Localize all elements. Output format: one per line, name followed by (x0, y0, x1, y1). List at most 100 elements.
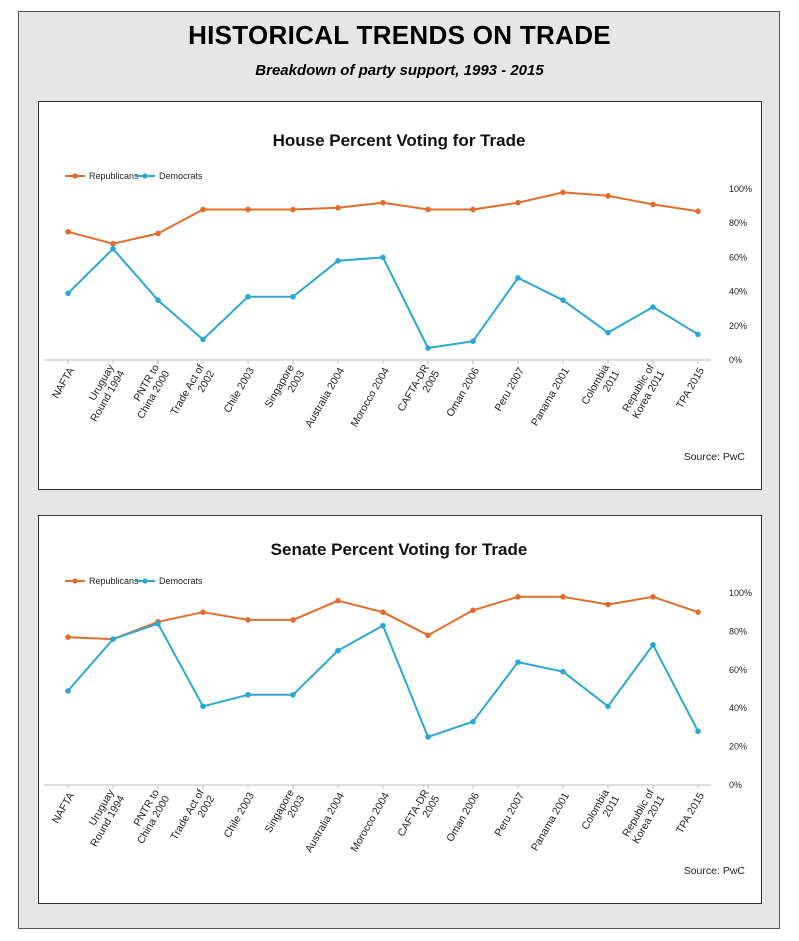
legend-item-democrats: Democrats (135, 576, 203, 586)
x-tick-label: Oman 2006 (444, 365, 482, 419)
data-point-democrats (335, 647, 341, 654)
data-point-republicans (560, 189, 566, 196)
data-point-democrats (110, 246, 116, 252)
data-point-democrats (290, 691, 296, 698)
x-tick-label-line: NAFTA (50, 791, 77, 826)
data-point-republicans (470, 206, 476, 213)
x-tick-label-line: Australia 2004 (303, 790, 347, 854)
data-point-democrats (65, 688, 71, 694)
series-line-democrats (67, 622, 699, 738)
y-tick-label: 0% (729, 780, 742, 790)
y-tick-label: 80% (729, 218, 747, 228)
data-point-democrats (380, 254, 386, 261)
x-tick-label: TPA 2015 (674, 790, 707, 835)
data-point-republicans (650, 594, 656, 600)
x-tick-label-line: Oman 2006 (444, 790, 482, 844)
data-point-democrats (515, 659, 521, 665)
data-point-democrats (515, 275, 521, 281)
data-point-democrats (650, 642, 656, 648)
data-point-democrats (605, 329, 611, 336)
data-point-republicans (605, 601, 611, 608)
y-tick-label: 40% (729, 287, 747, 297)
data-point-democrats (560, 297, 566, 303)
data-point-democrats (200, 336, 206, 343)
data-point-democrats (65, 290, 71, 297)
legend-label-democrats: Democrats (159, 171, 203, 181)
x-tick-label-line: TPA 2015 (674, 365, 707, 410)
x-tick-label: Panama 2001 (529, 365, 572, 428)
y-tick-label: 100% (729, 588, 752, 598)
senate-source-note: Source: PwC (684, 865, 746, 877)
data-point-democrats (155, 297, 161, 303)
y-tick-label: 0% (729, 355, 742, 365)
x-tick-label: Morocco 2004 (348, 365, 392, 429)
data-point-democrats (650, 304, 656, 310)
data-point-republicans (245, 206, 251, 213)
data-point-republicans (515, 594, 521, 600)
data-point-democrats (335, 258, 341, 264)
data-point-republicans (560, 594, 566, 600)
x-tick-label-line: Panama 2001 (529, 790, 572, 853)
legend-item-republicans: Republicans (65, 171, 139, 181)
legend-marker-democrats (142, 173, 148, 179)
legend-marker-republicans (72, 173, 78, 179)
data-point-republicans (335, 205, 341, 211)
legend-marker-republicans (72, 578, 78, 584)
data-point-republicans (110, 240, 116, 247)
x-tick-label-line: Morocco 2004 (348, 790, 392, 854)
page-subtitle: Breakdown of party support, 1993 - 2015 (255, 62, 544, 79)
x-tick-label-line: Oman 2006 (444, 365, 482, 419)
x-tick-label: Chile 2003 (222, 790, 258, 840)
house-source-note: Source: PwC (684, 451, 746, 463)
x-tick-label: Oman 2006 (444, 790, 482, 844)
data-point-republicans (425, 632, 431, 639)
data-point-republicans (425, 206, 431, 213)
x-tick-label: Peru 2007 (492, 790, 527, 838)
x-tick-label: Chile 2003 (222, 365, 258, 415)
y-tick-label: 60% (729, 665, 747, 675)
data-point-democrats (110, 636, 116, 642)
x-tick-label: Australia 2004 (303, 790, 347, 854)
data-point-democrats (470, 718, 476, 725)
x-tick-label: Australia 2004 (303, 365, 347, 429)
data-point-democrats (380, 622, 386, 629)
house-chart-title: House Percent Voting for Trade (273, 131, 526, 150)
x-tick-label-line: Peru 2007 (492, 790, 527, 838)
x-tick-label-line: Peru 2007 (492, 365, 527, 413)
x-tick-label: NAFTA (50, 366, 77, 401)
senate-chart-panel: Senate Percent Voting for Trade Republica… (38, 515, 762, 904)
data-point-democrats (470, 338, 476, 344)
senate-chart-svg: Senate Percent Voting for Trade Republica… (44, 540, 752, 877)
x-tick-label: Peru 2007 (492, 365, 527, 413)
x-tick-label-line: Australia 2004 (303, 365, 347, 429)
legend-label-republicans: Republicans (89, 171, 139, 181)
legend-label-republicans: Republicans (89, 576, 139, 586)
series-line-democrats (67, 247, 699, 349)
page-title: HISTORICAL TRENDS ON TRADE (188, 20, 611, 50)
x-tick-label-line: Panama 2001 (529, 365, 572, 428)
y-tick-label: 80% (729, 626, 747, 636)
y-tick-label: 40% (729, 703, 747, 713)
y-tick-label: 100% (729, 184, 752, 194)
data-point-republicans (380, 609, 386, 615)
legend-label-democrats: Democrats (159, 576, 203, 586)
data-point-republicans (335, 597, 341, 604)
data-point-democrats (200, 703, 206, 710)
x-tick-label: Panama 2001 (529, 790, 572, 853)
data-point-democrats (245, 691, 251, 698)
data-point-republicans (65, 228, 71, 235)
y-tick-label: 60% (729, 252, 747, 262)
legend-item-republicans: Republicans (65, 576, 139, 586)
data-point-republicans (695, 609, 701, 615)
data-point-democrats (695, 331, 701, 338)
data-point-republicans (245, 617, 251, 623)
data-point-republicans (290, 206, 296, 213)
house-chart-panel: House Percent Voting for Trade Republican… (38, 101, 762, 490)
